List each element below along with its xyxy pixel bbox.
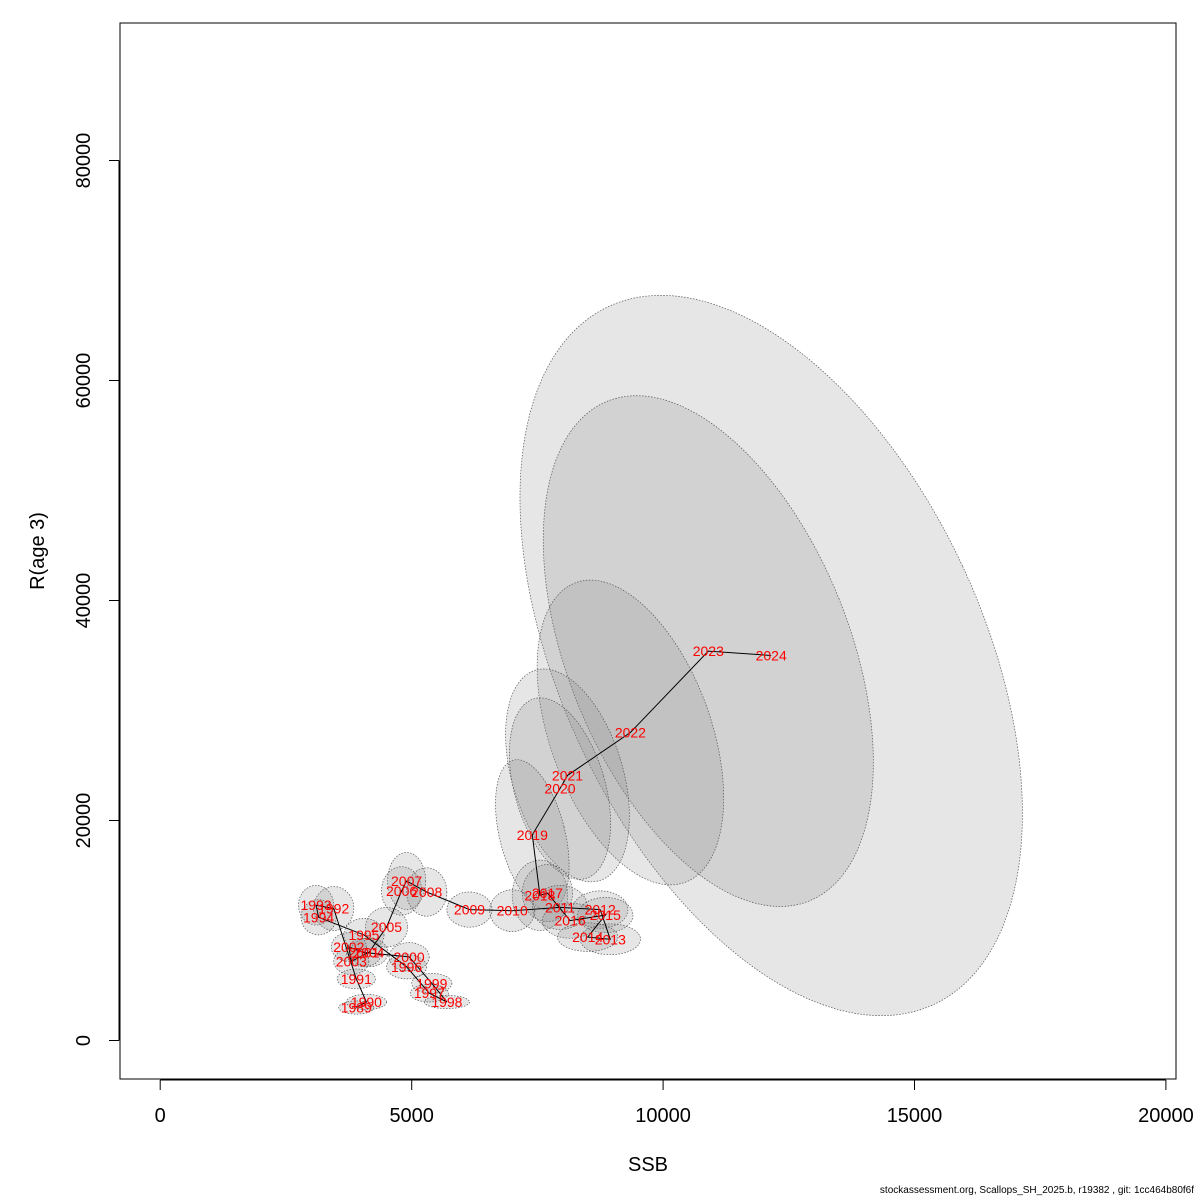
year-label-2020: 2020 <box>544 781 575 797</box>
year-label-1996: 1996 <box>391 959 422 975</box>
y-tick-label: 60000 <box>73 353 95 409</box>
year-label-2003: 2003 <box>336 953 367 969</box>
x-axis: 0 5000 10000 15000 20000 <box>155 1079 1194 1127</box>
year-label-1989: 1989 <box>341 1000 372 1016</box>
year-label-2008: 2008 <box>411 884 442 900</box>
year-label-2019: 2019 <box>517 827 548 843</box>
year-label-2012: 2012 <box>585 902 616 918</box>
year-label-2021: 2021 <box>552 767 583 783</box>
year-label-1994: 1994 <box>303 909 334 925</box>
year-label-2001: 2001 <box>348 945 379 961</box>
year-label-2013: 2013 <box>595 931 626 947</box>
year-label-2017: 2017 <box>532 885 563 901</box>
y-axis: 0 20000 40000 60000 80000 <box>73 133 120 1046</box>
year-label-2000: 2000 <box>394 949 425 965</box>
year-label-1990: 1990 <box>351 994 382 1010</box>
x-tick-label: 20000 <box>1138 1105 1194 1127</box>
year-label-2024: 2024 <box>756 648 787 664</box>
year-label-2006: 2006 <box>386 883 417 899</box>
year-label-2010: 2010 <box>497 903 528 919</box>
year-label-2014: 2014 <box>572 929 603 945</box>
y-tick-label: 20000 <box>73 793 95 849</box>
year-label-2004: 2004 <box>353 945 384 961</box>
x-tick-label: 5000 <box>389 1105 434 1127</box>
x-tick-label: 10000 <box>635 1105 691 1127</box>
year-label-1997: 1997 <box>414 985 445 1001</box>
year-label-2005: 2005 <box>371 919 402 935</box>
y-tick-label: 40000 <box>73 573 95 629</box>
year-label-2011: 2011 <box>545 899 575 915</box>
x-tick-label: 15000 <box>887 1105 943 1127</box>
year-label-2007: 2007 <box>391 873 422 889</box>
year-path-line <box>315 650 772 1008</box>
year-label-2023: 2023 <box>693 643 724 659</box>
year-label-1991: 1991 <box>341 971 372 987</box>
year-label-2018: 2018 <box>524 887 555 903</box>
year-label-2016: 2016 <box>555 913 586 929</box>
y-tick-label: 80000 <box>73 133 95 189</box>
year-label-2009: 2009 <box>454 902 485 918</box>
year-label-1998: 1998 <box>431 994 462 1010</box>
year-label-1999: 1999 <box>416 975 447 991</box>
year-label-2022: 2022 <box>615 725 646 741</box>
x-axis-title: SSB <box>628 1154 668 1176</box>
y-axis-title: R(age 3) <box>27 512 49 590</box>
year-label-1995: 1995 <box>348 927 379 943</box>
y-tick-label: 0 <box>73 1035 95 1046</box>
year-label-2002: 2002 <box>333 939 364 955</box>
plot-frame <box>119 22 1177 1080</box>
footer-note: stockassessment.org, Scallops_SH_2025.b,… <box>879 1185 1194 1196</box>
year-label-1992: 1992 <box>318 901 349 917</box>
year-label-1993: 1993 <box>301 897 332 913</box>
year-label-2015: 2015 <box>590 907 621 923</box>
x-tick-label: 0 <box>155 1105 166 1127</box>
